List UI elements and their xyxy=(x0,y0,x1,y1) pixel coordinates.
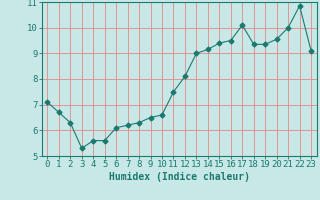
X-axis label: Humidex (Indice chaleur): Humidex (Indice chaleur) xyxy=(109,172,250,182)
